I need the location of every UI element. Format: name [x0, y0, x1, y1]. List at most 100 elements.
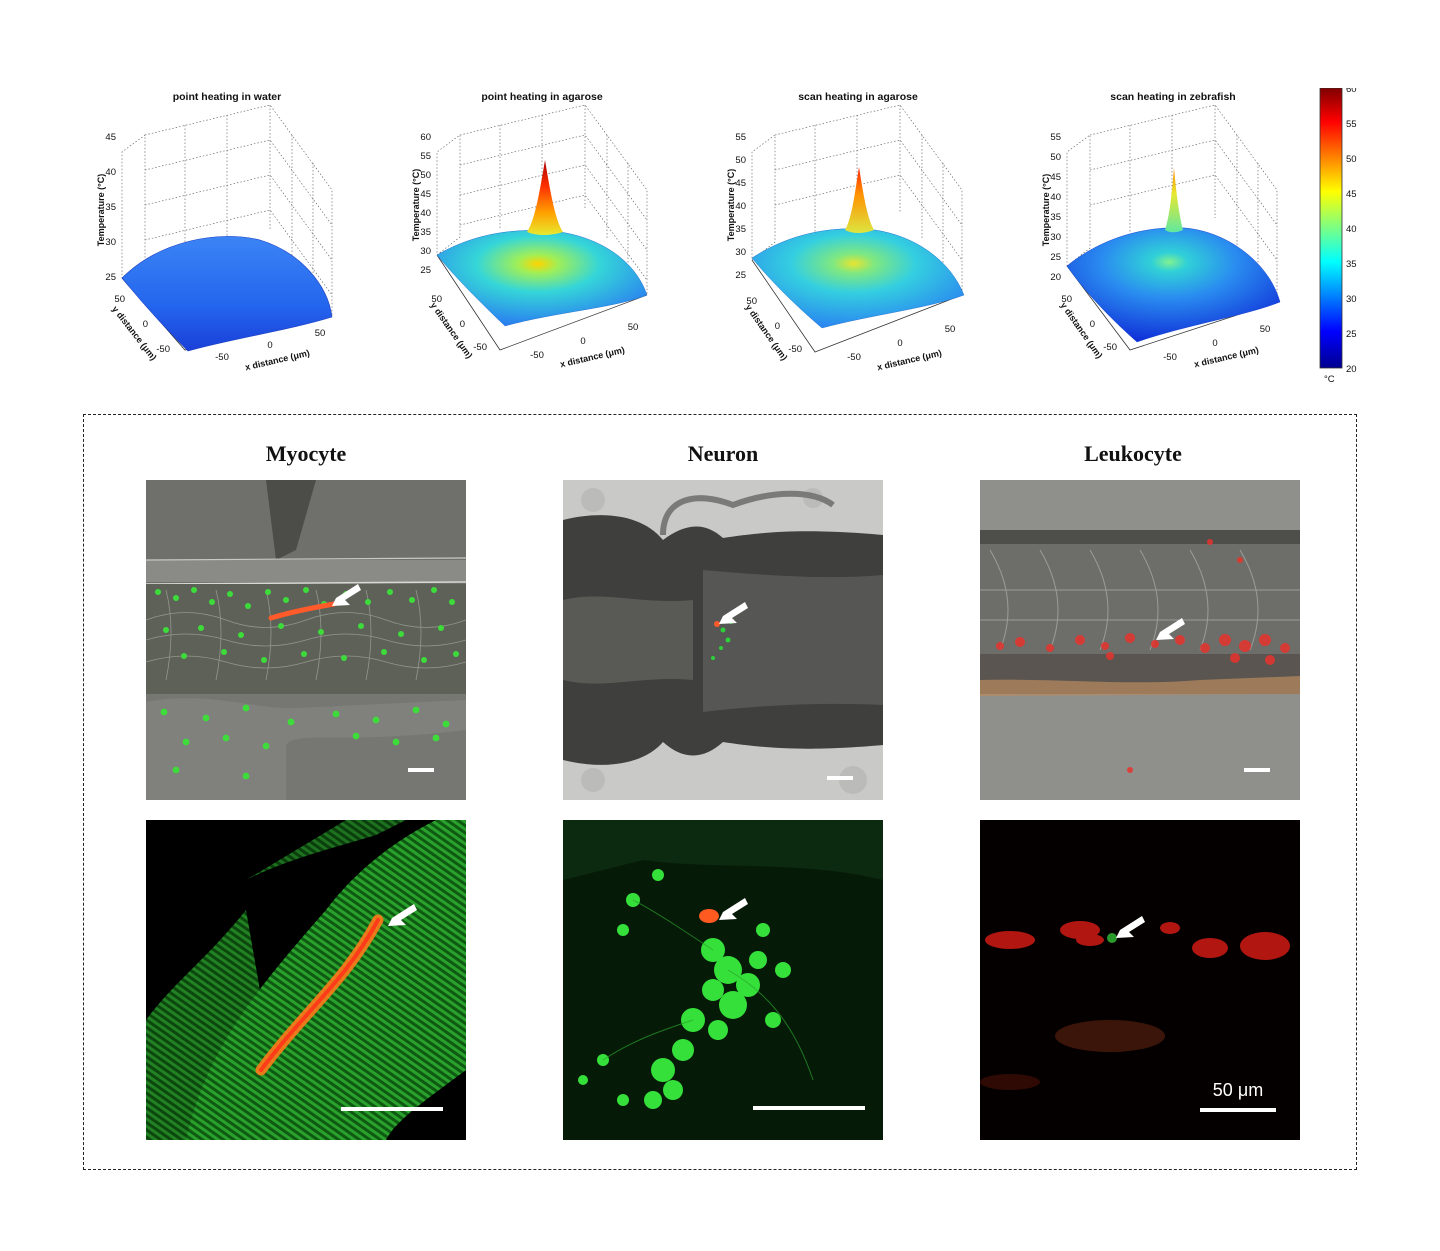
svg-text:0: 0 — [775, 321, 780, 332]
svg-text:-50: -50 — [215, 352, 229, 363]
leukocyte-overview-image — [980, 480, 1300, 800]
svg-text:40: 40 — [105, 167, 116, 178]
arrow-icon — [719, 602, 748, 624]
x-axis-label: x distance (μm) — [244, 348, 311, 373]
svg-text:30: 30 — [1346, 294, 1357, 305]
plot-title: point heating in water — [173, 91, 282, 103]
svg-text:45: 45 — [735, 178, 746, 189]
temperature-surface — [1066, 227, 1281, 343]
temperature-surface — [121, 236, 333, 352]
surface-plot-svg: scan heating in zebrafish 55 50 45 40 35… — [1041, 91, 1281, 370]
svg-text:40: 40 — [1346, 224, 1357, 235]
leukocyte-zoom-image: 50 μm — [980, 820, 1300, 1140]
svg-text:35: 35 — [735, 224, 746, 235]
svg-text:45: 45 — [1050, 172, 1061, 183]
plot-title: scan heating in agarose — [798, 91, 918, 103]
svg-text:35: 35 — [105, 202, 116, 213]
microscopy-panel-frame — [83, 414, 1357, 1170]
svg-text:55: 55 — [735, 132, 746, 143]
surface-plot-4: scan heating in zebrafish 55 50 45 40 35… — [1015, 80, 1315, 380]
svg-text:-50: -50 — [1163, 352, 1177, 363]
svg-text:50: 50 — [1061, 294, 1072, 305]
svg-text:0: 0 — [460, 319, 465, 330]
x-axis-label: x distance (μm) — [559, 345, 626, 370]
z-axis-label: Temperature (°C) — [96, 174, 106, 246]
column-title-leukocyte: Leukocyte — [1084, 441, 1182, 466]
myocyte-overview-image — [146, 480, 466, 800]
y-axis-label: y distance (μm) — [110, 304, 159, 362]
svg-text:50: 50 — [114, 294, 125, 305]
plot-title: scan heating in zebrafish — [1110, 91, 1235, 103]
svg-text:0: 0 — [267, 340, 272, 351]
surface-plot-3: scan heating in agarose 55 50 45 40 35 3… — [700, 80, 1000, 380]
svg-text:60: 60 — [420, 132, 431, 143]
svg-text:-50: -50 — [1103, 342, 1117, 353]
scale-bar — [341, 1107, 443, 1111]
arrow-icon — [719, 898, 748, 920]
svg-text:35: 35 — [420, 227, 431, 238]
svg-text:50: 50 — [628, 322, 639, 333]
column-title-myocyte: Myocyte — [265, 441, 347, 466]
svg-text:50: 50 — [945, 324, 956, 335]
svg-text:30: 30 — [735, 247, 746, 258]
svg-text:30: 30 — [1050, 232, 1061, 243]
arrow-icon — [1116, 916, 1145, 938]
temperature-colorbar: 60 55 50 45 40 35 30 25 20 °C — [1318, 84, 1378, 388]
svg-text:25: 25 — [420, 265, 431, 276]
heating-peak — [527, 160, 563, 235]
surface-plot-1: point heating in water 45 40 35 30 25 Te… — [70, 80, 370, 380]
svg-text:40: 40 — [1050, 192, 1061, 203]
z-axis-label: Temperature (°C) — [411, 169, 421, 241]
svg-text:55: 55 — [420, 151, 431, 162]
colorbar-svg: 60 55 50 45 40 35 30 25 20 °C — [1319, 84, 1357, 385]
svg-text:50: 50 — [315, 328, 326, 339]
svg-text:50: 50 — [1260, 324, 1271, 335]
svg-text:60: 60 — [1346, 88, 1357, 95]
svg-text:-50: -50 — [847, 352, 861, 363]
z-axis-label: Temperature (°C) — [726, 169, 736, 241]
plot-title: point heating in agarose — [481, 91, 603, 103]
svg-text:35: 35 — [1346, 259, 1357, 270]
svg-text:-50: -50 — [473, 342, 487, 353]
temperature-surface — [751, 228, 965, 329]
svg-text:50: 50 — [746, 296, 757, 307]
arrow-icon — [388, 904, 417, 926]
scale-bar — [408, 768, 434, 772]
temperature-surface — [436, 230, 648, 327]
svg-text:55: 55 — [1050, 132, 1061, 143]
svg-text:55: 55 — [1346, 119, 1357, 130]
scale-bar — [753, 1106, 865, 1110]
svg-text:-50: -50 — [788, 344, 802, 355]
column-title-neuron: Neuron — [687, 441, 759, 466]
svg-text:45: 45 — [1346, 189, 1357, 200]
svg-text:20: 20 — [1346, 364, 1357, 375]
svg-text:0: 0 — [143, 319, 148, 330]
scale-bar-label: 50 μm — [1213, 1080, 1263, 1100]
svg-text:50: 50 — [420, 170, 431, 181]
svg-text:30: 30 — [105, 237, 116, 248]
svg-text:50: 50 — [431, 294, 442, 305]
svg-text:40: 40 — [420, 208, 431, 219]
surface-plot-svg: point heating in agarose 60 55 50 45 40 … — [411, 91, 648, 370]
svg-text:25: 25 — [105, 272, 116, 283]
scale-bar — [827, 776, 853, 780]
svg-text:0: 0 — [580, 336, 585, 347]
y-axis-label: y distance (μm) — [428, 300, 474, 360]
z-axis-label: Temperature (°C) — [1041, 174, 1051, 246]
svg-text:40: 40 — [735, 201, 746, 212]
svg-text:50: 50 — [1346, 154, 1357, 165]
arrow-icon — [332, 584, 361, 606]
surface-plot-2: point heating in agarose 60 55 50 45 40 … — [385, 80, 685, 380]
x-axis-label: x distance (μm) — [1193, 345, 1260, 370]
myocyte-zoom-image — [146, 820, 466, 1140]
neuron-overview-image — [563, 480, 883, 800]
svg-text:25: 25 — [1346, 329, 1357, 340]
heating-peak — [845, 167, 874, 233]
colorbar-gradient — [1319, 87, 1343, 369]
svg-text:0: 0 — [1090, 319, 1095, 330]
svg-text:50: 50 — [735, 155, 746, 166]
svg-text:-50: -50 — [156, 344, 170, 355]
heating-peak — [1165, 168, 1183, 233]
scale-bar — [1200, 1108, 1276, 1112]
colorbar-unit: °C — [1324, 374, 1335, 385]
